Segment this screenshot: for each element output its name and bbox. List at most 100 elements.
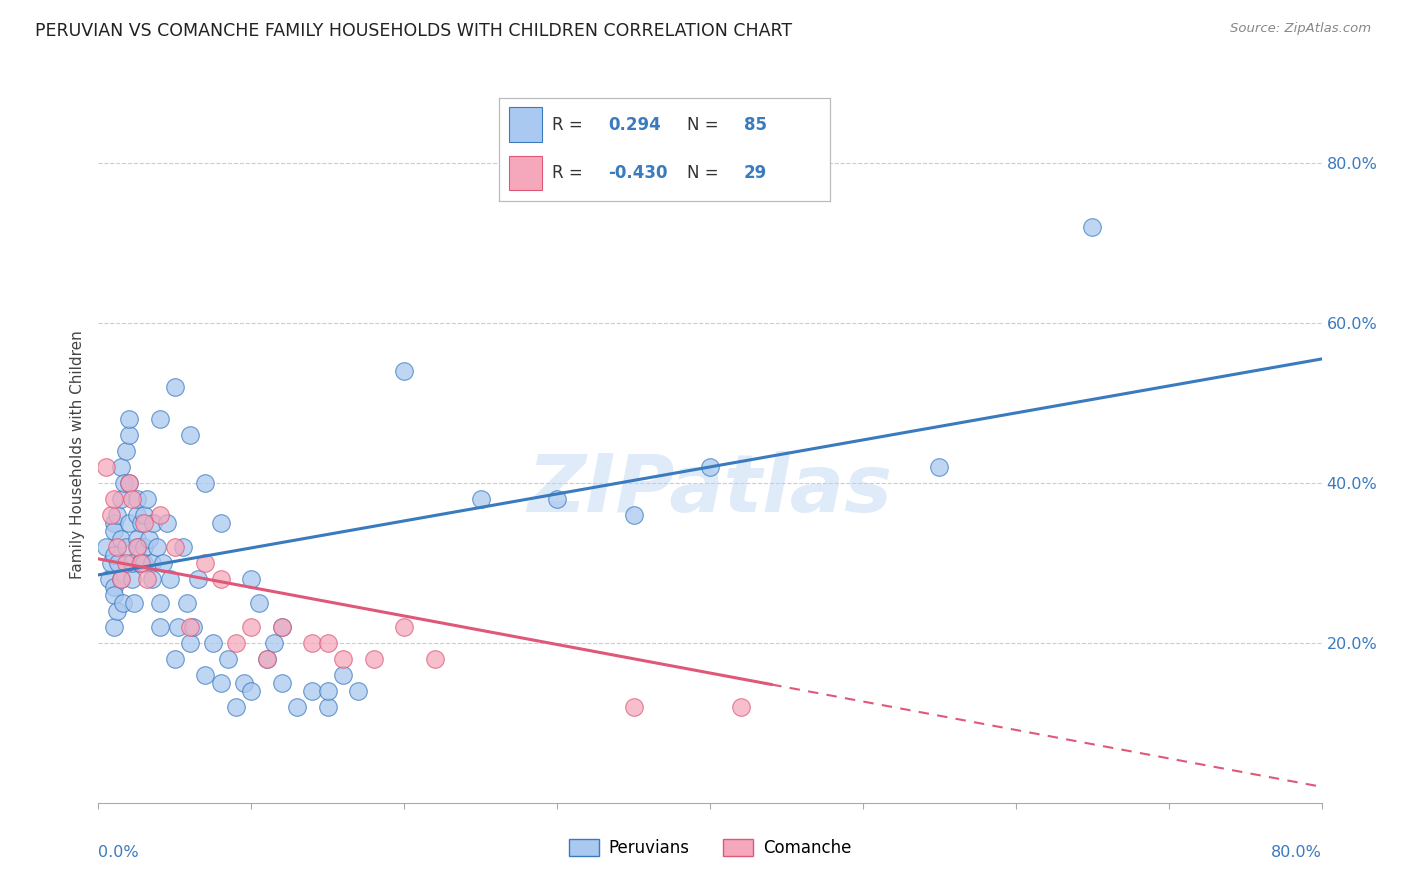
Point (176, 596, 198, 610)
Point (301, 683, 323, 698)
Text: Source: ZipAtlas.com: Source: ZipAtlas.com (1230, 22, 1371, 36)
Point (110, 532, 132, 546)
Point (194, 475, 217, 490)
Point (110, 572, 132, 586)
Point (270, 676, 292, 690)
Point (285, 699, 308, 714)
Point (100, 508, 122, 522)
Point (209, 676, 232, 690)
Point (129, 516, 152, 530)
Point (105, 508, 128, 522)
Point (167, 620, 190, 634)
Point (107, 556, 129, 570)
Point (100, 556, 122, 570)
Point (103, 588, 125, 602)
Text: R =: R = (553, 164, 582, 182)
Point (149, 508, 172, 522)
Point (118, 516, 141, 530)
Point (217, 652, 239, 666)
Point (623, 699, 645, 714)
Point (209, 516, 232, 530)
Bar (509, 155, 543, 190)
Point (110, 459, 132, 474)
Point (118, 475, 141, 490)
Point (179, 428, 201, 442)
Point (98, 572, 121, 586)
Point (149, 620, 172, 634)
Point (247, 596, 270, 610)
Point (141, 572, 163, 586)
Point (111, 596, 134, 610)
Text: PERUVIAN VS COMANCHE FAMILY HOUSEHOLDS WITH CHILDREN CORRELATION CHART: PERUVIAN VS COMANCHE FAMILY HOUSEHOLDS W… (35, 22, 792, 40)
Point (240, 683, 263, 698)
Point (103, 580, 125, 594)
Point (270, 620, 292, 634)
Point (179, 620, 201, 634)
Point (94, 459, 117, 474)
Point (141, 556, 163, 570)
Point (316, 699, 339, 714)
Point (163, 652, 186, 666)
Point (332, 668, 354, 682)
Text: N =: N = (688, 164, 718, 182)
Point (392, 620, 416, 634)
Point (159, 572, 181, 586)
Bar (509, 107, 543, 142)
Point (125, 491, 148, 506)
Point (187, 572, 209, 586)
Point (730, 699, 752, 714)
Text: 0.0%: 0.0% (98, 845, 139, 860)
Point (256, 652, 278, 666)
Point (263, 636, 285, 650)
Point (118, 412, 141, 426)
Point (423, 652, 446, 666)
Point (125, 540, 148, 554)
Point (163, 380, 186, 394)
Point (332, 652, 354, 666)
Point (623, 508, 645, 522)
Point (240, 572, 263, 586)
Point (145, 540, 167, 554)
Point (225, 699, 247, 714)
Point (136, 491, 159, 506)
Point (103, 548, 125, 562)
Text: N =: N = (688, 116, 718, 134)
Point (110, 572, 132, 586)
Point (392, 364, 416, 378)
Point (94, 540, 117, 554)
Point (115, 556, 138, 570)
Text: 0.294: 0.294 (609, 116, 661, 134)
Point (363, 652, 385, 666)
Text: R =: R = (553, 116, 582, 134)
Point (103, 491, 125, 506)
Point (149, 596, 172, 610)
Point (699, 459, 721, 474)
Point (103, 524, 125, 538)
Point (105, 604, 128, 618)
Point (156, 516, 179, 530)
Point (121, 572, 143, 586)
Point (115, 444, 138, 458)
Point (134, 540, 156, 554)
Point (172, 540, 194, 554)
Point (470, 491, 492, 506)
Point (134, 556, 156, 570)
Point (138, 532, 160, 546)
Point (115, 540, 138, 554)
Point (122, 596, 145, 610)
Text: -0.430: -0.430 (609, 164, 668, 182)
Point (121, 556, 143, 570)
Point (118, 475, 141, 490)
Point (270, 620, 292, 634)
Text: ZIPatlas: ZIPatlas (527, 450, 893, 529)
Point (103, 620, 125, 634)
Point (152, 556, 174, 570)
Text: 80.0%: 80.0% (1271, 845, 1322, 860)
Point (316, 683, 339, 698)
Point (163, 540, 186, 554)
Legend: Peruvians, Comanche: Peruvians, Comanche (562, 832, 858, 864)
Point (301, 636, 323, 650)
Point (129, 556, 152, 570)
Point (128, 556, 150, 570)
Point (125, 532, 148, 546)
